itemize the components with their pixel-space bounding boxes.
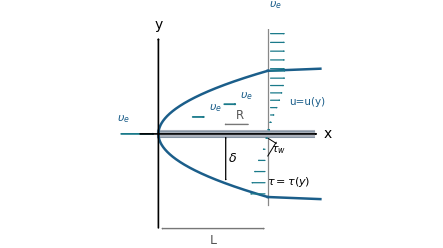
Text: $\upsilon_e$: $\upsilon_e$ xyxy=(117,114,130,125)
Text: u=u(y): u=u(y) xyxy=(289,97,325,107)
Text: $\upsilon_e$: $\upsilon_e$ xyxy=(241,90,253,102)
Text: $\upsilon_e$: $\upsilon_e$ xyxy=(269,0,282,11)
Text: R: R xyxy=(237,109,245,122)
Text: x: x xyxy=(323,127,332,141)
Text: $\upsilon_e$: $\upsilon_e$ xyxy=(209,103,222,114)
Text: y: y xyxy=(154,18,163,32)
Text: L: L xyxy=(210,234,217,247)
Text: $\tau_w$: $\tau_w$ xyxy=(271,144,286,156)
Text: $\delta$: $\delta$ xyxy=(228,152,237,165)
Text: $\tau=\tau(y)$: $\tau=\tau(y)$ xyxy=(267,175,310,189)
